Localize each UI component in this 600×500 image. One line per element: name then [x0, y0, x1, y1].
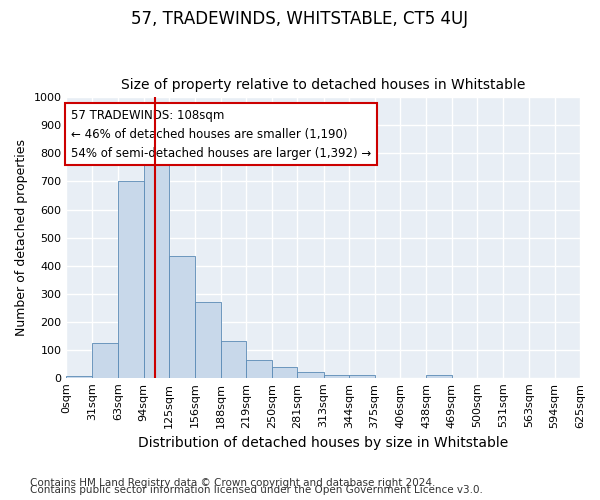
Title: Size of property relative to detached houses in Whitstable: Size of property relative to detached ho… [121, 78, 526, 92]
Bar [118, 182, 143, 378]
Bar [247, 360, 272, 378]
Text: 57, TRADEWINDS, WHITSTABLE, CT5 4UJ: 57, TRADEWINDS, WHITSTABLE, CT5 4UJ [131, 10, 469, 28]
Y-axis label: Number of detached properties: Number of detached properties [15, 139, 28, 336]
Text: Contains HM Land Registry data © Crown copyright and database right 2024.: Contains HM Land Registry data © Crown c… [30, 478, 436, 488]
Bar [169, 256, 194, 378]
Bar [221, 342, 247, 378]
X-axis label: Distribution of detached houses by size in Whitstable: Distribution of detached houses by size … [138, 436, 508, 450]
Bar [298, 372, 323, 378]
Bar [349, 375, 374, 378]
Bar [143, 160, 169, 378]
Bar [92, 342, 118, 378]
Bar [427, 375, 452, 378]
Bar [323, 375, 349, 378]
Bar [67, 376, 92, 378]
Text: 57 TRADEWINDS: 108sqm
← 46% of detached houses are smaller (1,190)
54% of semi-d: 57 TRADEWINDS: 108sqm ← 46% of detached … [71, 108, 371, 160]
Text: Contains public sector information licensed under the Open Government Licence v3: Contains public sector information licen… [30, 485, 483, 495]
Bar [194, 302, 221, 378]
Bar [272, 368, 298, 378]
